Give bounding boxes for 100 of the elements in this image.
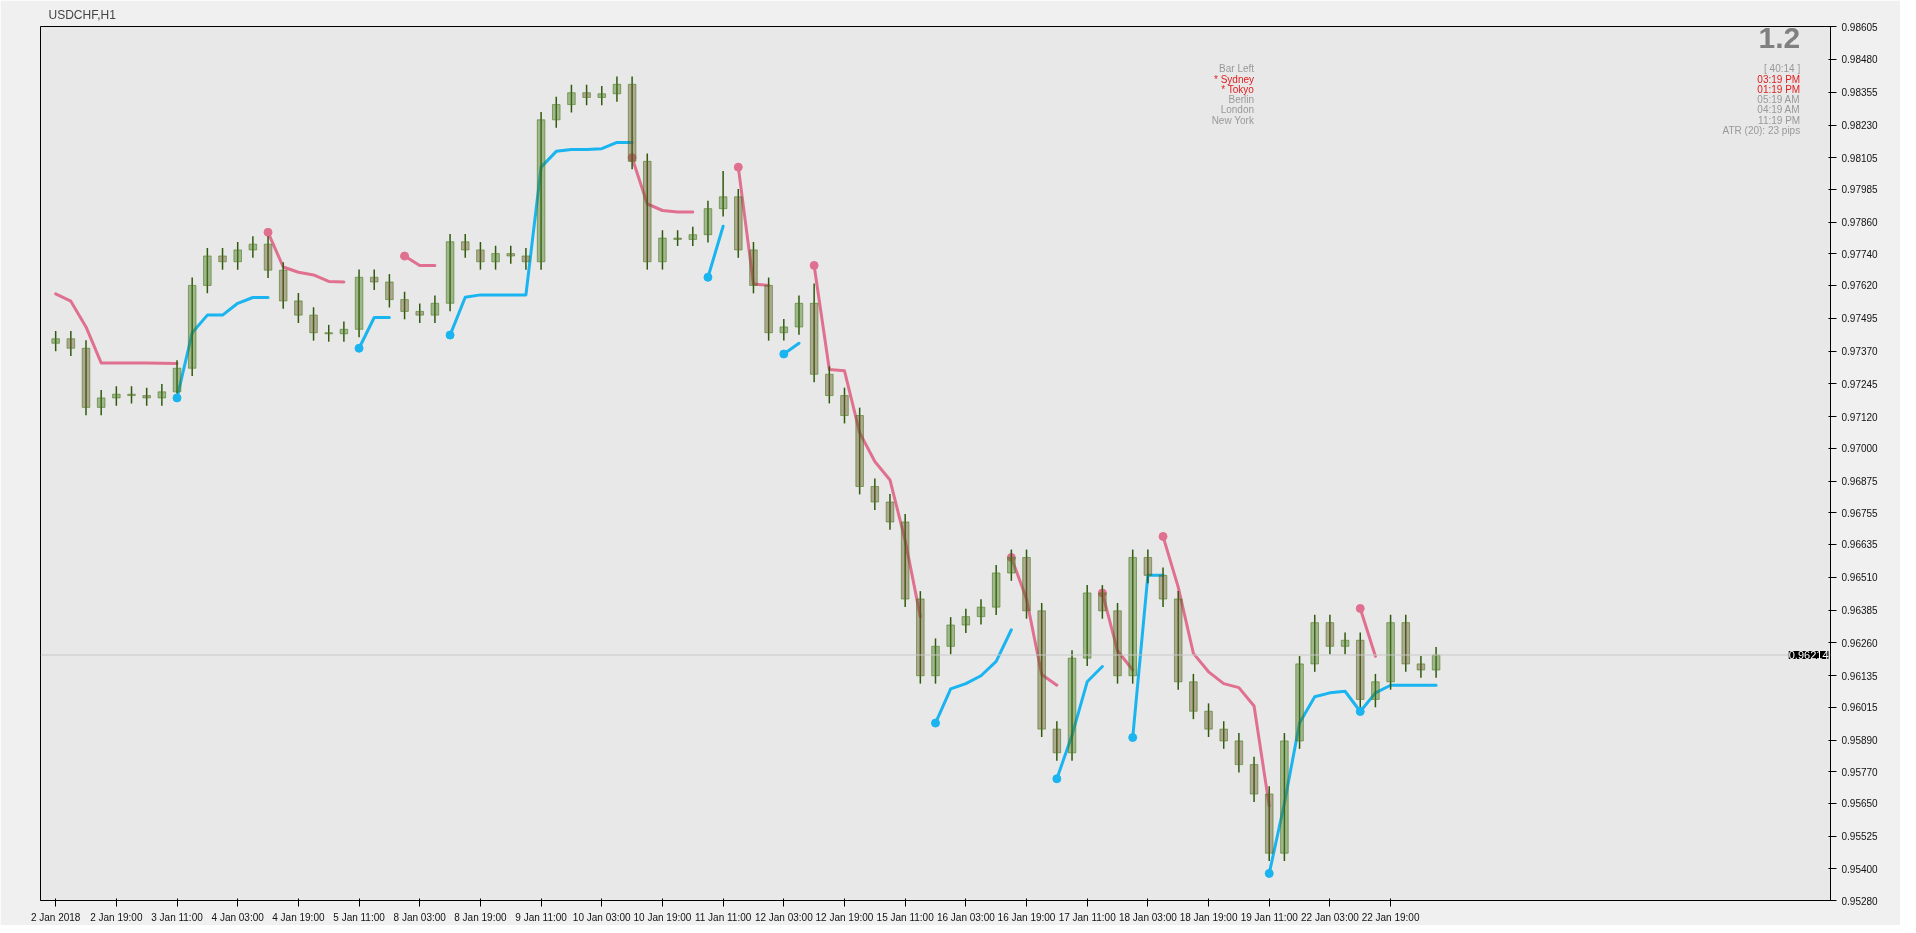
x-tick-label: 12 Jan 03:00 [754, 911, 814, 923]
annotation: New York [1211, 114, 1255, 126]
point [263, 227, 273, 237]
annotation: ATR (20): 23 pips [1722, 125, 1801, 137]
annotation: * Tokyo [1221, 83, 1255, 95]
candlestick [1173, 590, 1183, 691]
y-tick-label: 0.95280 [1841, 895, 1879, 907]
candlestick [476, 241, 485, 271]
x-tick-label: 22 Jan 03:00 [1300, 911, 1360, 923]
candlestick [81, 339, 91, 417]
x-tick-label: 16 Jan 19:00 [997, 911, 1056, 923]
point [1264, 868, 1274, 878]
candlestick [51, 330, 60, 352]
candlestick [1280, 732, 1289, 862]
x-tick-label: 4 Jan 19:00 [272, 911, 325, 923]
candlestick [597, 85, 607, 107]
annotation: Bar Left [1219, 63, 1255, 75]
x-tick-label: 8 Jan 03:00 [393, 911, 447, 923]
x-tick-label: 17 Jan 11:00 [1058, 911, 1117, 923]
candlestick [142, 386, 151, 407]
candlestick [1158, 566, 1168, 608]
point [1355, 603, 1365, 613]
annotation: * Sydney [1214, 73, 1255, 85]
candlestick [309, 306, 318, 342]
y-tick-label: 0.96510 [1841, 572, 1879, 584]
point [1158, 531, 1168, 541]
candlestick [415, 302, 425, 324]
point [1052, 774, 1062, 784]
x-tick-label: 18 Jan 19:00 [1179, 911, 1238, 923]
candlestick [991, 564, 1001, 616]
candlestick [96, 389, 106, 417]
point [703, 272, 713, 282]
candlestick [840, 386, 849, 425]
candlestick [1234, 732, 1244, 774]
x-tick-label: 8 Jan 19:00 [454, 911, 507, 923]
x-tick-label: 3 Jan 11:00 [151, 911, 204, 923]
y-tick-label: 0.96260 [1841, 637, 1879, 649]
x-tick-label: 9 Jan 11:00 [515, 911, 568, 923]
candlestick [1204, 702, 1213, 738]
candlestick [870, 477, 880, 511]
candlestick [506, 244, 516, 265]
candlestick [430, 294, 440, 324]
annotation: London [1220, 104, 1255, 116]
chart-title: USDCHF,H1 [48, 7, 117, 22]
candlestick [1340, 631, 1350, 655]
candlestick [278, 261, 288, 310]
candlestick [354, 268, 364, 338]
candlestick [1249, 755, 1259, 803]
candlestick [1325, 614, 1335, 655]
y-tick-label: 0.97860 [1841, 217, 1879, 229]
x-tick-label: 10 Jan 03:00 [572, 911, 632, 923]
candlestick [1386, 614, 1395, 691]
candlestick [1431, 646, 1441, 679]
candlestick [460, 233, 470, 259]
x-tick-label: 16 Jan 03:00 [936, 911, 996, 923]
candlestick [658, 229, 667, 271]
candlestick [385, 273, 394, 309]
y-tick-label: 0.97495 [1841, 313, 1879, 325]
candlestick [218, 247, 227, 271]
candlestick [1310, 614, 1320, 673]
y-tick-label: 0.97370 [1841, 346, 1879, 358]
candlestick [976, 598, 986, 626]
candlestick [749, 241, 758, 295]
candlestick [567, 84, 576, 114]
y-tick-label: 0.95650 [1841, 798, 1879, 810]
candlestick [931, 637, 940, 685]
candlestick [1113, 602, 1122, 685]
y-tick-label: 0.95525 [1841, 831, 1879, 843]
candlestick [961, 607, 971, 634]
y-tick-label: 0.97985 [1841, 184, 1879, 196]
candlestick [779, 318, 789, 342]
y-tick-label: 0.98605 [1841, 21, 1879, 33]
candlestick [1401, 614, 1411, 673]
candlestick [339, 320, 349, 343]
annotation: 04:19 AM [1757, 104, 1800, 116]
x-tick-label: 12 Jan 19:00 [815, 911, 874, 923]
point [445, 330, 455, 340]
candlestick [521, 247, 531, 271]
point [1128, 733, 1138, 743]
candlestick [112, 385, 121, 407]
point [1355, 707, 1365, 716]
y-tick-label: 0.96875 [1841, 476, 1879, 488]
ref-line-label: 0.96214 [1788, 648, 1829, 661]
candlestick [612, 75, 622, 103]
candlestick [369, 268, 379, 291]
x-tick-label: 11 Jan 11:00 [694, 911, 752, 923]
candlestick [1037, 602, 1046, 738]
candlestick [491, 244, 500, 271]
point [172, 393, 182, 403]
candlestick [536, 111, 546, 271]
candlestick [445, 233, 455, 312]
candlestick [703, 200, 713, 244]
x-tick-label: 2 Jan 2018 [30, 911, 81, 923]
y-tick-label: 0.97740 [1841, 248, 1879, 260]
candlestick [1219, 720, 1229, 750]
y-tick-label: 0.96385 [1841, 605, 1879, 617]
point [354, 343, 364, 353]
y-tick-label: 0.95890 [1841, 735, 1879, 747]
annotation: 11:19 PM [1758, 114, 1801, 126]
y-tick-label: 0.97245 [1841, 378, 1879, 390]
